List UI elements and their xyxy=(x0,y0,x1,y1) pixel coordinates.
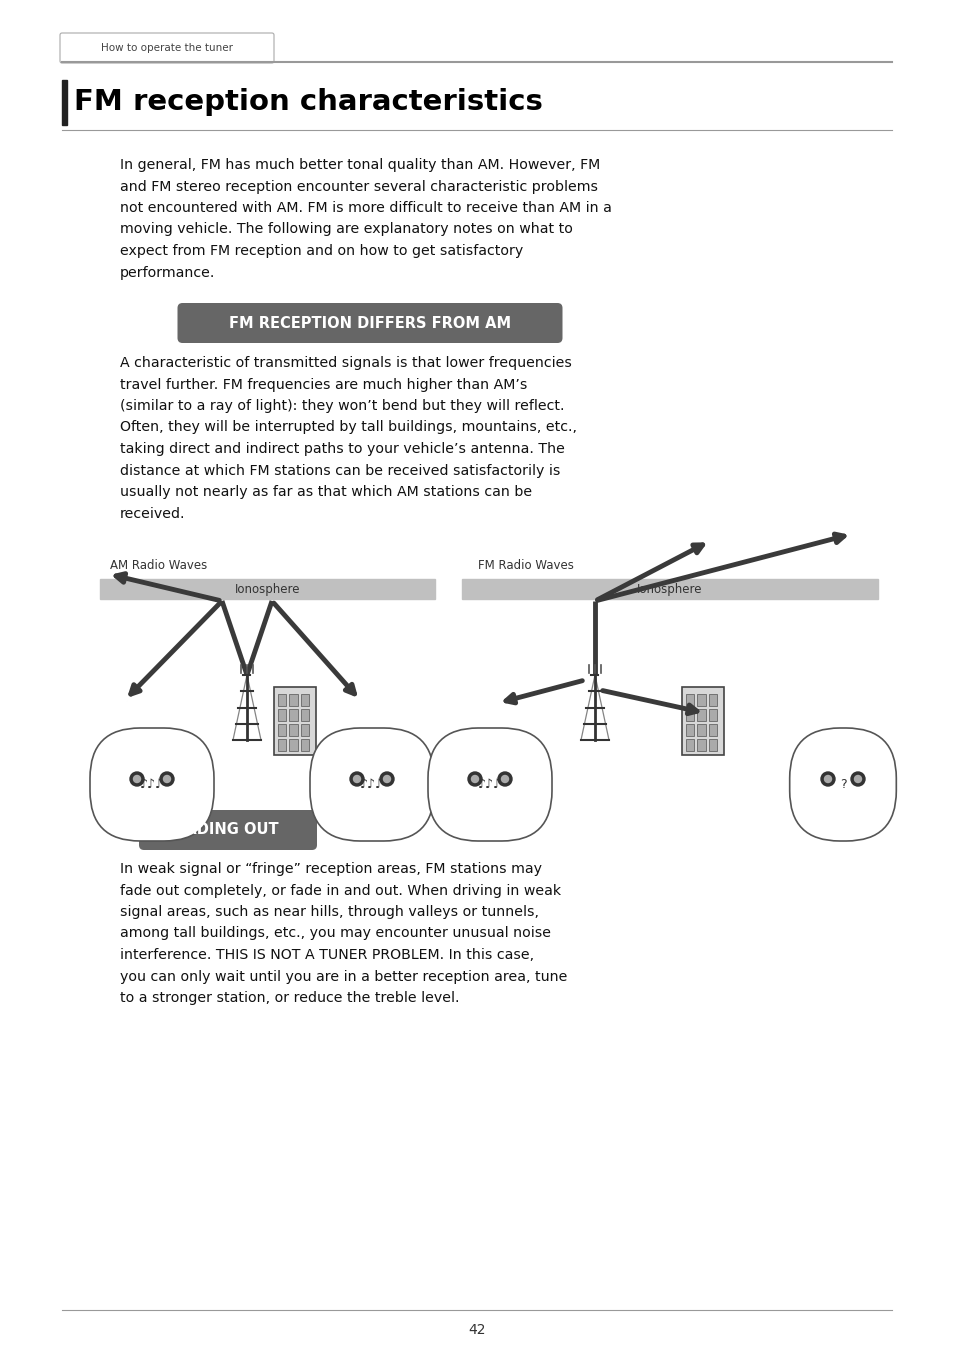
Text: (similar to a ray of light): they won’t bend but they will reflect.: (similar to a ray of light): they won’t … xyxy=(120,398,564,413)
Circle shape xyxy=(854,775,861,782)
Circle shape xyxy=(163,775,171,782)
FancyBboxPatch shape xyxy=(177,304,562,343)
Bar xyxy=(289,709,297,721)
Bar xyxy=(289,724,297,736)
Text: FM Radio Waves: FM Radio Waves xyxy=(477,560,574,572)
Text: AM Radio Waves: AM Radio Waves xyxy=(110,560,207,572)
Bar xyxy=(685,738,694,751)
Bar xyxy=(697,724,705,736)
Bar xyxy=(62,80,67,125)
Text: FADING OUT: FADING OUT xyxy=(177,822,278,837)
Text: to a stronger station, or reduce the treble level.: to a stronger station, or reduce the tre… xyxy=(120,991,459,1005)
Text: taking direct and indirect paths to your vehicle’s antenna. The: taking direct and indirect paths to your… xyxy=(120,442,564,457)
Bar xyxy=(300,738,309,751)
Circle shape xyxy=(501,775,508,782)
Circle shape xyxy=(821,772,834,786)
Text: Ionosphere: Ionosphere xyxy=(637,583,702,595)
Text: you can only wait until you are in a better reception area, tune: you can only wait until you are in a bet… xyxy=(120,969,567,984)
Bar xyxy=(100,579,435,599)
Bar xyxy=(697,709,705,721)
Circle shape xyxy=(823,775,831,782)
Circle shape xyxy=(497,772,512,786)
FancyBboxPatch shape xyxy=(814,757,870,780)
FancyBboxPatch shape xyxy=(471,778,509,795)
Circle shape xyxy=(133,775,140,782)
Text: How to operate the tuner: How to operate the tuner xyxy=(101,43,233,53)
Text: ♪♪♪: ♪♪♪ xyxy=(477,778,501,791)
Text: In general, FM has much better tonal quality than AM. However, FM: In general, FM has much better tonal qua… xyxy=(120,159,599,172)
FancyBboxPatch shape xyxy=(139,810,316,850)
FancyBboxPatch shape xyxy=(353,778,391,795)
Text: ?: ? xyxy=(839,778,845,791)
Bar xyxy=(300,694,309,706)
Text: received.: received. xyxy=(120,507,185,520)
Text: FM RECEPTION DIFFERS FROM AM: FM RECEPTION DIFFERS FROM AM xyxy=(229,316,511,331)
Text: usually not nearly as far as that which AM stations can be: usually not nearly as far as that which … xyxy=(120,485,532,499)
Text: expect from FM reception and on how to get satisfactory: expect from FM reception and on how to g… xyxy=(120,244,522,257)
Text: FM reception characteristics: FM reception characteristics xyxy=(74,88,542,117)
Bar xyxy=(274,687,315,755)
FancyBboxPatch shape xyxy=(344,757,399,780)
FancyBboxPatch shape xyxy=(823,778,862,795)
Bar xyxy=(681,687,723,755)
Text: not encountered with AM. FM is more difficult to receive than AM in a: not encountered with AM. FM is more diff… xyxy=(120,201,611,215)
Text: 42: 42 xyxy=(468,1322,485,1337)
Bar xyxy=(708,709,717,721)
Text: In weak signal or “fringe” reception areas, FM stations may: In weak signal or “fringe” reception are… xyxy=(120,862,541,875)
Text: interference. THIS IS NOT A TUNER PROBLEM. In this case,: interference. THIS IS NOT A TUNER PROBLE… xyxy=(120,948,534,962)
FancyBboxPatch shape xyxy=(124,757,180,780)
Circle shape xyxy=(354,775,360,782)
Text: ♪♪♪: ♪♪♪ xyxy=(140,778,164,791)
Bar xyxy=(685,724,694,736)
Bar xyxy=(277,694,286,706)
Circle shape xyxy=(468,772,481,786)
Bar xyxy=(685,694,694,706)
Text: fade out completely, or fade in and out. When driving in weak: fade out completely, or fade in and out.… xyxy=(120,883,560,897)
Bar xyxy=(697,738,705,751)
Bar xyxy=(697,694,705,706)
Circle shape xyxy=(471,775,478,782)
Bar xyxy=(277,709,286,721)
Bar xyxy=(289,694,297,706)
FancyBboxPatch shape xyxy=(60,33,274,62)
Text: Often, they will be interrupted by tall buildings, mountains, etc.,: Often, they will be interrupted by tall … xyxy=(120,420,577,435)
Text: Ionosphere: Ionosphere xyxy=(234,583,300,595)
Bar xyxy=(708,724,717,736)
Bar xyxy=(461,579,877,599)
Text: ♪♪♪: ♪♪♪ xyxy=(359,778,384,791)
Bar xyxy=(708,694,717,706)
FancyBboxPatch shape xyxy=(461,757,517,780)
Text: A characteristic of transmitted signals is that lower frequencies: A characteristic of transmitted signals … xyxy=(120,356,571,370)
Bar xyxy=(300,724,309,736)
Bar xyxy=(685,709,694,721)
Circle shape xyxy=(379,772,394,786)
Text: distance at which FM stations can be received satisfactorily is: distance at which FM stations can be rec… xyxy=(120,463,559,477)
Text: among tall buildings, etc., you may encounter unusual noise: among tall buildings, etc., you may enco… xyxy=(120,927,551,940)
Circle shape xyxy=(383,775,390,782)
Text: and FM stereo reception encounter several characteristic problems: and FM stereo reception encounter severa… xyxy=(120,179,598,194)
FancyBboxPatch shape xyxy=(132,778,171,795)
Bar xyxy=(300,709,309,721)
Bar xyxy=(277,738,286,751)
Bar xyxy=(289,738,297,751)
Bar xyxy=(277,724,286,736)
Bar xyxy=(708,738,717,751)
Circle shape xyxy=(350,772,364,786)
Circle shape xyxy=(160,772,173,786)
Text: signal areas, such as near hills, through valleys or tunnels,: signal areas, such as near hills, throug… xyxy=(120,905,538,919)
Circle shape xyxy=(850,772,864,786)
Text: travel further. FM frequencies are much higher than AM’s: travel further. FM frequencies are much … xyxy=(120,378,527,392)
Text: performance.: performance. xyxy=(120,266,215,279)
Text: moving vehicle. The following are explanatory notes on what to: moving vehicle. The following are explan… xyxy=(120,222,572,237)
Circle shape xyxy=(130,772,144,786)
